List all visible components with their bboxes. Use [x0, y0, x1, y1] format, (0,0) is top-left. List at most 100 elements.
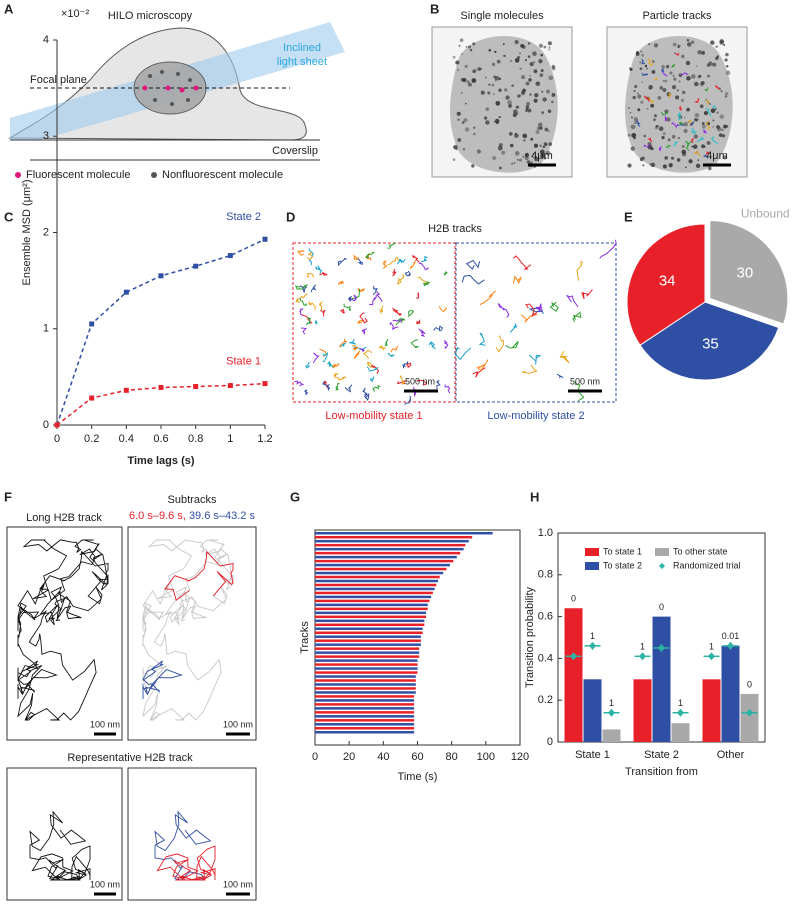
track	[476, 359, 489, 372]
panel-label: C	[4, 209, 14, 224]
spot	[521, 75, 526, 80]
spot	[701, 50, 705, 55]
spot	[671, 85, 677, 90]
track	[664, 115, 668, 122]
track	[714, 85, 721, 90]
track	[706, 108, 712, 117]
bar	[315, 575, 440, 579]
spot	[662, 132, 666, 136]
spot	[522, 133, 528, 139]
spot	[697, 50, 702, 55]
legend-label: Nonfluorescent molecule	[162, 169, 283, 181]
track	[472, 367, 486, 378]
spot	[487, 91, 491, 95]
slice-label: 35	[702, 336, 719, 353]
micrograph	[606, 26, 748, 178]
spot	[501, 150, 506, 155]
spot	[540, 69, 544, 72]
track	[565, 294, 579, 308]
track	[399, 375, 406, 386]
spot	[541, 90, 544, 93]
spot	[721, 128, 724, 131]
spot	[510, 162, 514, 165]
image-title: Single molecules	[460, 10, 544, 22]
spot	[515, 112, 519, 116]
coverslip-label: Coverslip	[272, 145, 318, 157]
scale-label: 100 nm	[223, 879, 253, 889]
track	[304, 389, 309, 396]
spot	[452, 158, 456, 161]
track	[505, 340, 519, 349]
spot	[724, 92, 729, 96]
track	[384, 338, 389, 347]
bar	[702, 679, 721, 742]
spot	[529, 62, 534, 67]
spot	[681, 90, 686, 95]
track	[703, 129, 707, 134]
spot	[681, 54, 685, 59]
spot	[686, 38, 690, 42]
spot	[522, 88, 526, 93]
x-tick-label: Other	[717, 749, 745, 761]
spot	[524, 155, 529, 161]
track	[694, 97, 700, 103]
track	[308, 300, 316, 310]
spot	[723, 44, 726, 47]
track	[641, 72, 649, 77]
tracks	[294, 239, 617, 405]
spot	[536, 126, 541, 131]
spot	[708, 166, 712, 171]
x-tick-label: 20	[343, 751, 355, 763]
track	[636, 119, 641, 127]
spot	[498, 77, 502, 81]
spot	[662, 80, 665, 82]
track	[294, 380, 305, 387]
spot	[485, 120, 490, 125]
x-axis-label: Time (s)	[398, 771, 438, 783]
bar	[315, 627, 423, 630]
spot	[671, 134, 676, 139]
spot	[726, 65, 729, 68]
spot	[634, 85, 638, 89]
bar	[315, 567, 447, 571]
spot	[664, 79, 668, 83]
spot	[477, 67, 481, 71]
track	[419, 262, 429, 271]
spot	[651, 69, 656, 74]
spot	[722, 155, 728, 160]
track	[647, 137, 653, 143]
track	[648, 96, 655, 104]
bar	[315, 579, 438, 583]
track	[410, 339, 420, 349]
tracks	[17, 539, 234, 881]
spot	[535, 129, 540, 135]
spot	[507, 100, 513, 105]
y-tick-label: 1.0	[538, 527, 553, 539]
spot	[661, 136, 665, 140]
track	[428, 341, 436, 350]
spot	[653, 118, 656, 122]
x-tick-label: 100	[477, 751, 495, 763]
track	[389, 321, 399, 331]
spot	[548, 142, 553, 146]
x-tick-label: 80	[446, 751, 458, 763]
panel-title: HILO microscopy	[108, 10, 193, 22]
track	[318, 301, 323, 312]
p-label: 1	[678, 698, 683, 708]
spot	[648, 84, 653, 90]
x-tick-label: 0.2	[84, 433, 99, 445]
micrograph	[431, 26, 573, 178]
p-label: 1	[590, 631, 595, 641]
scale-label: 4μm	[531, 150, 553, 162]
spot	[524, 152, 530, 158]
spot	[517, 94, 521, 98]
p-label: 1	[709, 642, 714, 652]
track	[369, 296, 378, 306]
track	[392, 307, 403, 316]
spot	[492, 93, 495, 96]
y-axis-label: Transition probability	[524, 586, 536, 688]
spot	[666, 92, 671, 97]
track	[407, 309, 415, 318]
track	[300, 327, 307, 335]
marker	[123, 387, 129, 393]
